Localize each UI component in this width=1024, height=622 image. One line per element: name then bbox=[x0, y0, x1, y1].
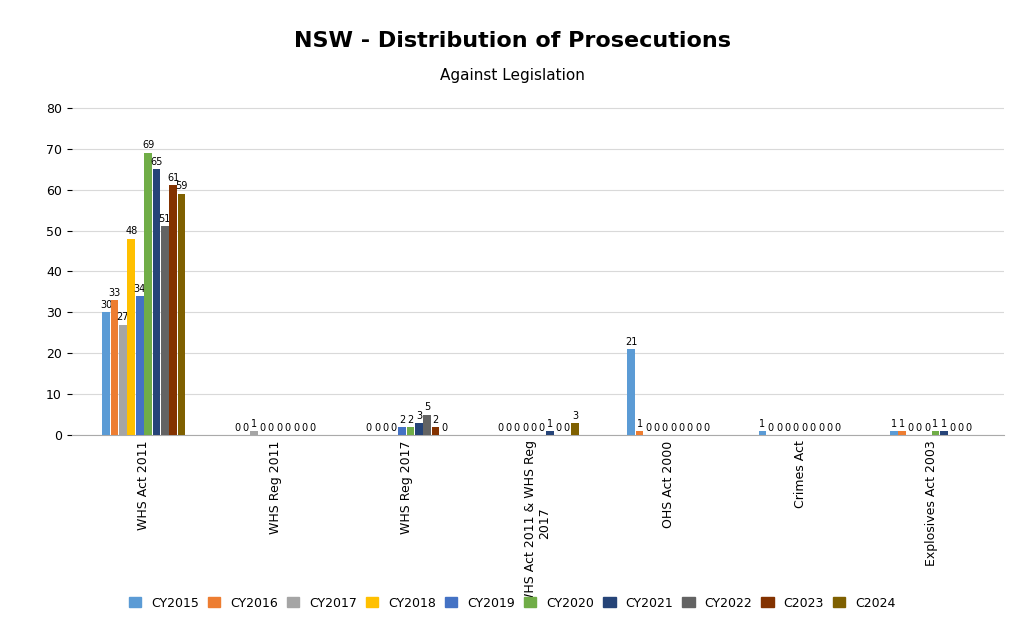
Bar bbox=[144, 152, 152, 435]
Text: 2: 2 bbox=[432, 415, 438, 425]
Text: 0: 0 bbox=[285, 423, 291, 433]
Text: 0: 0 bbox=[276, 423, 283, 433]
Text: 0: 0 bbox=[366, 423, 372, 433]
Bar bbox=[932, 431, 939, 435]
Bar bbox=[128, 239, 135, 435]
Text: 21: 21 bbox=[625, 337, 638, 347]
Text: NSW - Distribution of Prosecutions: NSW - Distribution of Prosecutions bbox=[294, 31, 730, 51]
Text: Against Legislation: Against Legislation bbox=[439, 68, 585, 83]
Text: 65: 65 bbox=[151, 157, 163, 167]
Text: 0: 0 bbox=[801, 423, 807, 433]
Text: 0: 0 bbox=[793, 423, 799, 433]
Text: 0: 0 bbox=[915, 423, 922, 433]
Bar bbox=[546, 431, 554, 435]
Text: 0: 0 bbox=[268, 423, 274, 433]
Text: 1: 1 bbox=[891, 419, 897, 429]
Bar bbox=[177, 193, 185, 435]
Text: 0: 0 bbox=[497, 423, 503, 433]
Text: 48: 48 bbox=[125, 226, 137, 236]
Text: 0: 0 bbox=[768, 423, 774, 433]
Bar bbox=[423, 415, 431, 435]
Bar bbox=[169, 185, 177, 435]
Text: 0: 0 bbox=[259, 423, 265, 433]
Text: 0: 0 bbox=[776, 423, 782, 433]
Bar bbox=[759, 431, 766, 435]
Bar bbox=[571, 423, 579, 435]
Text: 0: 0 bbox=[662, 423, 668, 433]
Text: 0: 0 bbox=[564, 423, 570, 433]
Text: 0: 0 bbox=[818, 423, 824, 433]
Text: 0: 0 bbox=[374, 423, 380, 433]
Bar bbox=[119, 325, 127, 435]
Text: 0: 0 bbox=[835, 423, 841, 433]
Text: 0: 0 bbox=[555, 423, 561, 433]
Bar bbox=[636, 431, 643, 435]
Text: 5: 5 bbox=[424, 402, 430, 412]
Text: 30: 30 bbox=[100, 300, 113, 310]
Text: 0: 0 bbox=[957, 423, 964, 433]
Text: 0: 0 bbox=[645, 423, 651, 433]
Text: 3: 3 bbox=[572, 411, 579, 420]
Text: 0: 0 bbox=[907, 423, 913, 433]
Text: 0: 0 bbox=[826, 423, 833, 433]
Text: 0: 0 bbox=[293, 423, 299, 433]
Text: 1: 1 bbox=[941, 419, 947, 429]
Legend: CY2015, CY2016, CY2017, CY2018, CY2019, CY2020, CY2021, CY2022, C2023, C2024: CY2015, CY2016, CY2017, CY2018, CY2019, … bbox=[128, 596, 896, 610]
Bar bbox=[111, 300, 119, 435]
Text: 69: 69 bbox=[142, 140, 155, 150]
Bar bbox=[432, 427, 439, 435]
Bar bbox=[153, 169, 160, 435]
Text: 1: 1 bbox=[933, 419, 939, 429]
Bar bbox=[898, 431, 906, 435]
Text: 1: 1 bbox=[760, 419, 766, 429]
Text: 0: 0 bbox=[391, 423, 397, 433]
Bar bbox=[940, 431, 947, 435]
Text: 0: 0 bbox=[784, 423, 791, 433]
Text: 0: 0 bbox=[924, 423, 930, 433]
Text: 0: 0 bbox=[234, 423, 241, 433]
Text: 1: 1 bbox=[547, 419, 553, 429]
Bar bbox=[251, 431, 258, 435]
Text: 1: 1 bbox=[899, 419, 905, 429]
Text: 2: 2 bbox=[399, 415, 406, 425]
Text: 3: 3 bbox=[416, 411, 422, 420]
Text: 0: 0 bbox=[949, 423, 955, 433]
Text: 27: 27 bbox=[117, 312, 129, 322]
Text: 51: 51 bbox=[159, 214, 171, 224]
Bar bbox=[415, 423, 423, 435]
Text: 0: 0 bbox=[309, 423, 315, 433]
Text: 0: 0 bbox=[514, 423, 520, 433]
Text: 0: 0 bbox=[301, 423, 307, 433]
Text: 0: 0 bbox=[653, 423, 659, 433]
Bar bbox=[407, 427, 415, 435]
Text: 0: 0 bbox=[687, 423, 693, 433]
Bar bbox=[628, 350, 635, 435]
Text: 0: 0 bbox=[695, 423, 701, 433]
Text: 0: 0 bbox=[530, 423, 537, 433]
Text: 61: 61 bbox=[167, 173, 179, 183]
Text: 0: 0 bbox=[243, 423, 249, 433]
Text: 0: 0 bbox=[505, 423, 511, 433]
Bar bbox=[102, 312, 111, 435]
Text: 0: 0 bbox=[703, 423, 710, 433]
Text: 33: 33 bbox=[109, 288, 121, 298]
Text: 0: 0 bbox=[522, 423, 528, 433]
Text: 0: 0 bbox=[382, 423, 388, 433]
Text: 0: 0 bbox=[441, 423, 447, 433]
Bar bbox=[161, 226, 169, 435]
Text: 59: 59 bbox=[175, 181, 187, 191]
Text: 2: 2 bbox=[408, 415, 414, 425]
Bar bbox=[398, 427, 407, 435]
Text: 0: 0 bbox=[678, 423, 684, 433]
Text: 0: 0 bbox=[810, 423, 816, 433]
Text: 1: 1 bbox=[637, 419, 643, 429]
Text: 1: 1 bbox=[251, 419, 257, 429]
Bar bbox=[136, 296, 143, 435]
Text: 0: 0 bbox=[670, 423, 676, 433]
Text: 34: 34 bbox=[133, 284, 145, 294]
Bar bbox=[890, 431, 898, 435]
Text: 0: 0 bbox=[539, 423, 545, 433]
Text: 0: 0 bbox=[966, 423, 972, 433]
